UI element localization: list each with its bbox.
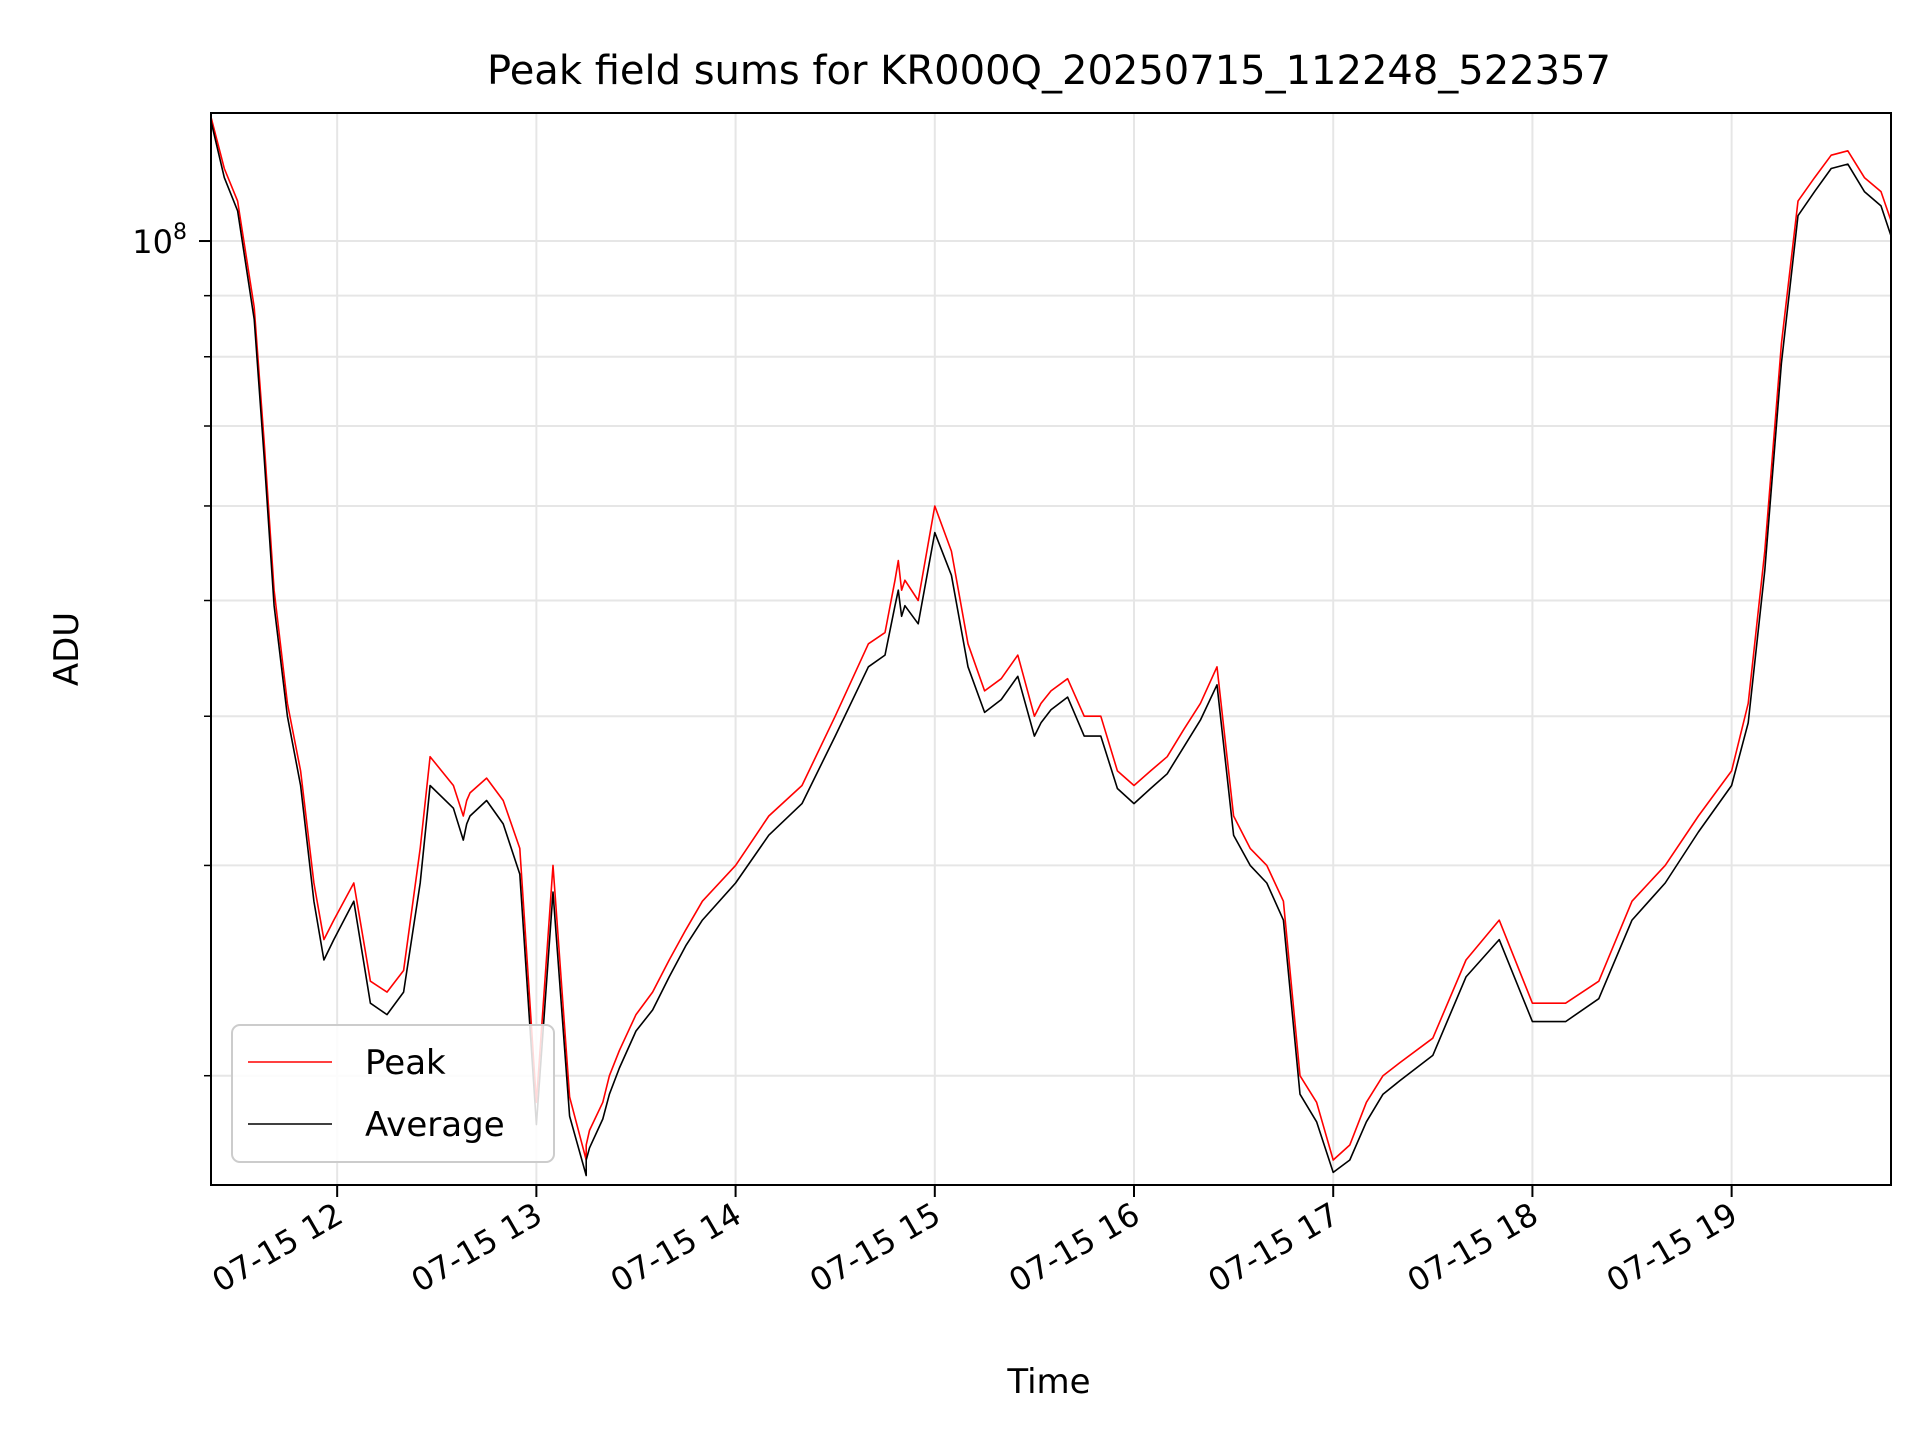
y-axis-label: ADU bbox=[47, 612, 87, 686]
legend-label-peak: Peak bbox=[365, 1043, 446, 1083]
legend: Peak Average bbox=[231, 1024, 555, 1163]
plot-frame bbox=[210, 112, 1892, 1186]
series-line-average bbox=[210, 121, 1892, 1177]
y-tick-label-base: 10 bbox=[132, 223, 173, 261]
y-tick-label-exponent: 8 bbox=[173, 220, 187, 245]
legend-label-average: Average bbox=[365, 1105, 505, 1145]
y-axis: 108 bbox=[132, 220, 211, 1077]
x-axis-label: Time bbox=[1006, 1362, 1090, 1402]
chart-title: Peak field sums for KR000Q_20250715_1122… bbox=[487, 48, 1611, 94]
y-tick-label: 108 bbox=[132, 220, 187, 261]
series-group bbox=[210, 116, 1892, 1177]
series-line-peak bbox=[210, 116, 1892, 1161]
legend-box bbox=[231, 1024, 555, 1163]
